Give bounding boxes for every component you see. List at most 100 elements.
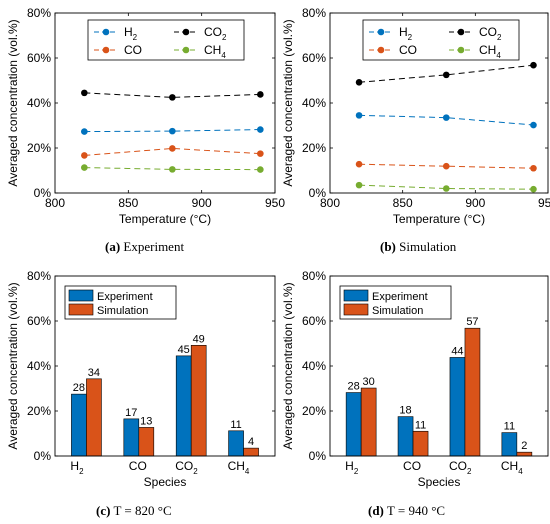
y-tick-label: 60% [27, 314, 51, 328]
x-tick-label: H2 [345, 459, 359, 476]
bar-simulation [360, 387, 377, 457]
legend-label-H2: H2 [124, 25, 138, 42]
y-tick-label: 60% [27, 51, 51, 65]
x-tick-label: 850 [118, 196, 138, 210]
y-tick-label: 40% [27, 359, 51, 373]
legend-swatch-simulation [68, 303, 94, 316]
bar-label-simulation: 34 [88, 367, 100, 379]
bar-simulation [190, 344, 207, 457]
legend-marker-CO [377, 46, 385, 54]
bar-label-experiment: 28 [348, 381, 360, 393]
y-tick-label: 0% [309, 449, 327, 463]
data-point-CH4 [355, 181, 363, 189]
data-point-CO [81, 152, 88, 159]
legend-label-simulation: Simulation [372, 305, 423, 317]
y-axis-label: Averaged concentration (vol.%) [6, 19, 20, 186]
data-point-H2 [355, 112, 363, 119]
bar-label-simulation: 57 [466, 316, 478, 328]
legend-box [87, 19, 245, 61]
bar-label-experiment: 18 [399, 405, 411, 417]
legend-marker-CO2 [182, 28, 190, 36]
data-point-CH4 [442, 185, 450, 192]
x-axis-label: Temperature (°C) [393, 212, 485, 226]
x-tick-label: 950 [538, 196, 550, 210]
y-tick-label: 0% [309, 186, 327, 200]
x-axis-label: Species [144, 475, 187, 489]
series-line-H2 [359, 114, 534, 126]
bar-label-simulation: 4 [248, 436, 254, 448]
bar-label-experiment: 11 [504, 421, 515, 433]
legend-marker-H2 [102, 28, 110, 36]
data-point-CH4 [530, 185, 537, 193]
plot-frame [329, 275, 549, 457]
data-point-CH4 [81, 164, 88, 171]
legend-marker-CO [102, 46, 110, 54]
bar-experiment [501, 432, 518, 457]
y-tick-label: 80% [27, 269, 51, 283]
bar-label-simulation: 2 [521, 440, 527, 452]
series-line-CH4 [359, 184, 534, 190]
legend-box [362, 19, 520, 61]
legend-label-CH4: CH4 [204, 43, 226, 60]
bar-label-experiment: 45 [178, 344, 190, 356]
x-tick-label: 800 [320, 196, 340, 210]
data-point-CO2 [442, 71, 450, 79]
data-point-H2 [442, 114, 450, 121]
data-point-CO2 [257, 91, 264, 98]
chart-b: 0% 20% 40% 60% 80% Averaged concentration (vo… [281, 6, 550, 226]
data-point-CO2 [530, 61, 537, 69]
legend-label-simulation: Simulation [97, 305, 148, 317]
bar-experiment [175, 355, 192, 457]
data-point-H2 [530, 121, 537, 129]
chart-c: 0% 20% 40% 60% 80% Averaged concentration (vo… [6, 269, 276, 489]
x-tick-label: CH4 [228, 459, 250, 476]
bar-experiment [449, 357, 466, 457]
legend-label-CO2: CO2 [479, 25, 502, 42]
x-tick-label: CO [403, 459, 421, 473]
legend-label-CO2: CO2 [204, 25, 227, 42]
data-point-CO [442, 162, 450, 170]
legend-label-CH4: CH4 [479, 43, 501, 60]
data-point-H2 [257, 126, 264, 133]
x-tick-label: CO [129, 459, 147, 473]
bar-simulation [464, 327, 481, 457]
x-tick-label: CO2 [449, 459, 472, 476]
y-tick-label: 20% [27, 141, 51, 155]
bar-label-experiment: 44 [451, 345, 463, 357]
bar-simulation [412, 430, 429, 457]
data-point-CO [355, 160, 363, 168]
bar-experiment [123, 418, 140, 457]
data-point-CO2 [81, 89, 88, 97]
plot-frame [54, 12, 276, 194]
data-point-H2 [169, 127, 176, 135]
legend-label-experiment: Experiment [372, 291, 428, 303]
y-axis-label: Averaged concentration (vol.%) [6, 282, 20, 449]
y-tick-label: 80% [302, 6, 326, 20]
bar-label-simulation: 11 [415, 419, 426, 431]
caption-a: (a) Experiment [105, 239, 185, 254]
y-axis-label: Averaged concentration (vol.%) [281, 282, 295, 449]
bar-simulation [138, 427, 155, 457]
bar-experiment [71, 393, 87, 457]
x-tick-label: H2 [70, 459, 84, 476]
legend-marker-H2 [377, 28, 385, 36]
y-tick-label: 20% [302, 404, 326, 418]
y-axis-label: Averaged concentration (vol.%) [281, 19, 295, 186]
bar-experiment [228, 430, 244, 457]
legend-marker-CH4 [457, 46, 465, 54]
bar-label-experiment: 11 [230, 419, 241, 431]
x-axis-label: Species [418, 475, 461, 489]
y-tick-label: 60% [302, 314, 326, 328]
bar-label-simulation: 49 [193, 333, 205, 345]
legend-label-CO: CO [399, 43, 417, 57]
bar-label-experiment: 17 [125, 407, 137, 419]
legend-swatch-experiment [343, 289, 369, 302]
x-tick-label: 950 [265, 196, 285, 210]
y-tick-label: 20% [302, 141, 326, 155]
x-axis-label: Temperature (°C) [119, 212, 211, 226]
data-point-CO [530, 164, 537, 172]
x-tick-label: CH4 [501, 459, 523, 476]
bar-label-simulation: 30 [363, 376, 375, 388]
legend-marker-CH4 [182, 46, 190, 54]
